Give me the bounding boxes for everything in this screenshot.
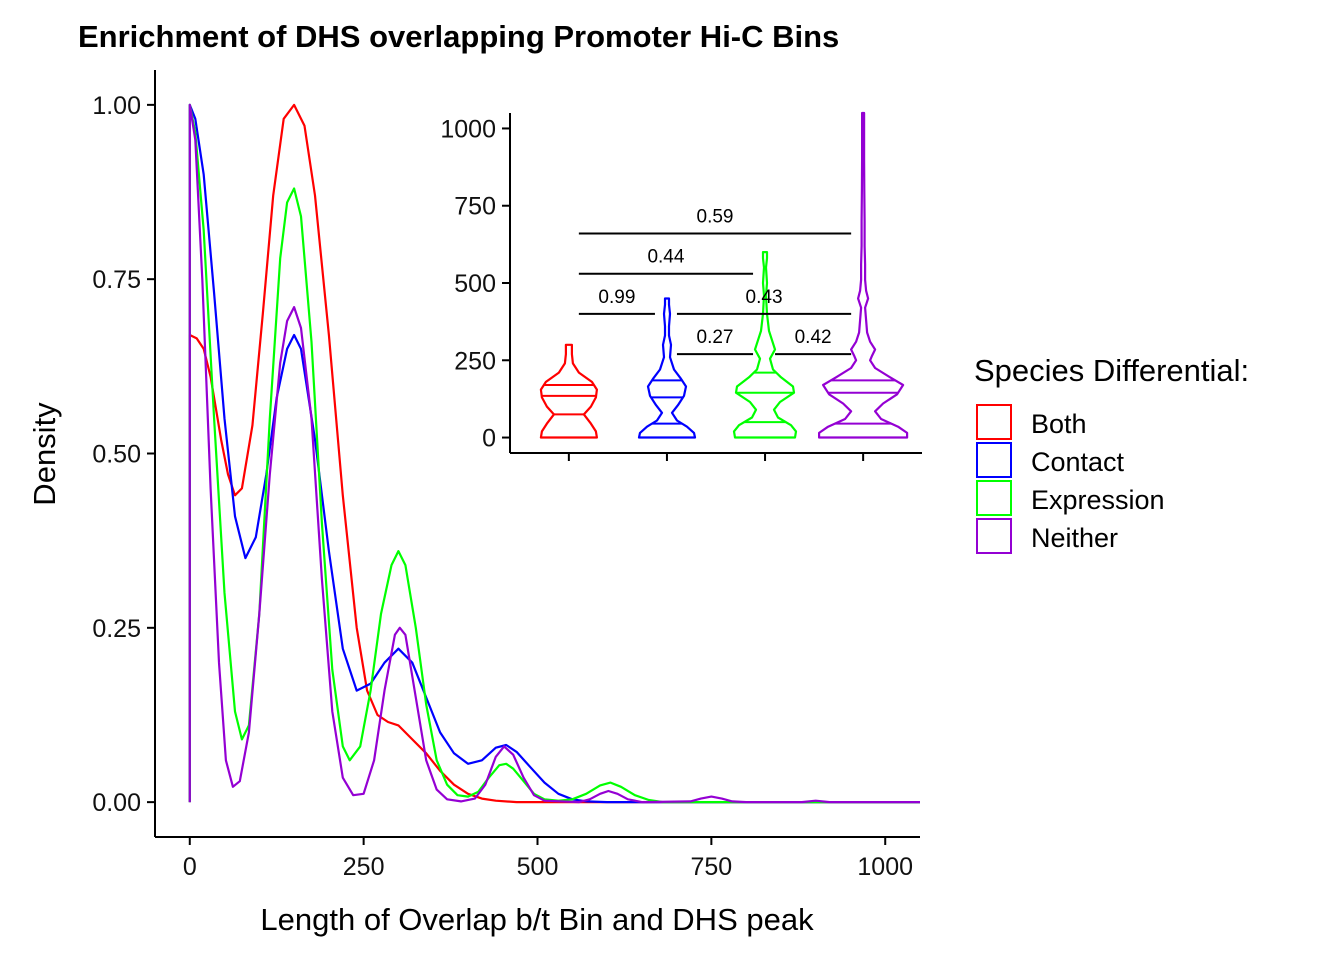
violin-expression (732, 251, 798, 439)
legend-key-neither (976, 518, 1012, 554)
comparison-pvalue: 0.59 (697, 207, 734, 228)
x-tick-label: 250 (343, 853, 385, 881)
legend: Species Differential: Both Contact Express… (974, 353, 1249, 554)
legend-key-expression (976, 480, 1012, 516)
inset-comparisons: 0.99 0.43 0.27 0.42 0.44 0.59 (578, 207, 852, 356)
comparison-pvalue: 0.99 (598, 287, 635, 308)
inset-y-tick-label: 500 (454, 270, 496, 298)
inset-y-ticks: 0 250 500 750 1000 (440, 115, 510, 453)
legend-label-expression: Expression (1031, 485, 1165, 515)
legend-label-contact: Contact (1031, 447, 1125, 477)
y-ticks: 0.00 0.25 0.50 0.75 1.00 (92, 92, 155, 817)
legend-key-contact (976, 442, 1012, 478)
legend-key-both (976, 404, 1012, 440)
y-tick-label: 0.00 (92, 789, 141, 817)
violin-both (539, 343, 598, 439)
legend-title: Species Differential: (974, 353, 1249, 388)
y-tick-label: 0.25 (92, 615, 141, 643)
inset-y-tick-label: 750 (454, 193, 496, 221)
legend-label-both: Both (1031, 409, 1087, 439)
x-tick-label: 500 (517, 853, 559, 881)
y-axis-title: Density (27, 402, 62, 506)
violin-neither (818, 111, 909, 439)
main-density-lines (188, 103, 920, 804)
x-axis-title: Length of Overlap b/t Bin and DHS peak (260, 902, 814, 937)
violin-contact (637, 297, 697, 439)
x-tick-label: 750 (691, 853, 733, 881)
y-tick-label: 0.50 (92, 441, 141, 469)
x-ticks: 0 250 500 750 1000 (183, 837, 913, 881)
chart-title: Enrichment of DHS overlapping Promoter H… (78, 19, 839, 54)
inset-y-tick-label: 0 (482, 425, 496, 453)
comparison-pvalue: 0.44 (647, 247, 684, 268)
legend-label-neither: Neither (1031, 523, 1118, 553)
x-tick-label: 1000 (857, 853, 913, 881)
density-line-neither (188, 103, 920, 804)
inset-y-tick-label: 250 (454, 347, 496, 375)
inset-y-tick-label: 1000 (440, 115, 496, 143)
inset-violins (539, 111, 909, 439)
legend-items: Both Contact Expression Neither (976, 404, 1165, 554)
inset-x-ticks (567, 453, 865, 461)
comparison-pvalue: 0.42 (795, 327, 832, 348)
comparison-pvalue: 0.43 (746, 287, 783, 308)
comparison-pvalue: 0.27 (697, 327, 734, 348)
inset-violin-plot: 0.99 0.43 0.27 0.42 0.44 0.59 0 250 500 750 1000 (440, 111, 922, 461)
y-tick-label: 1.00 (92, 92, 141, 120)
density-line-both (188, 103, 920, 804)
main-plot: 0.00 0.25 0.50 0.75 1.00 0 250 500 750 1000 (92, 70, 920, 881)
y-tick-label: 0.75 (92, 266, 141, 294)
x-tick-label: 0 (183, 853, 197, 881)
